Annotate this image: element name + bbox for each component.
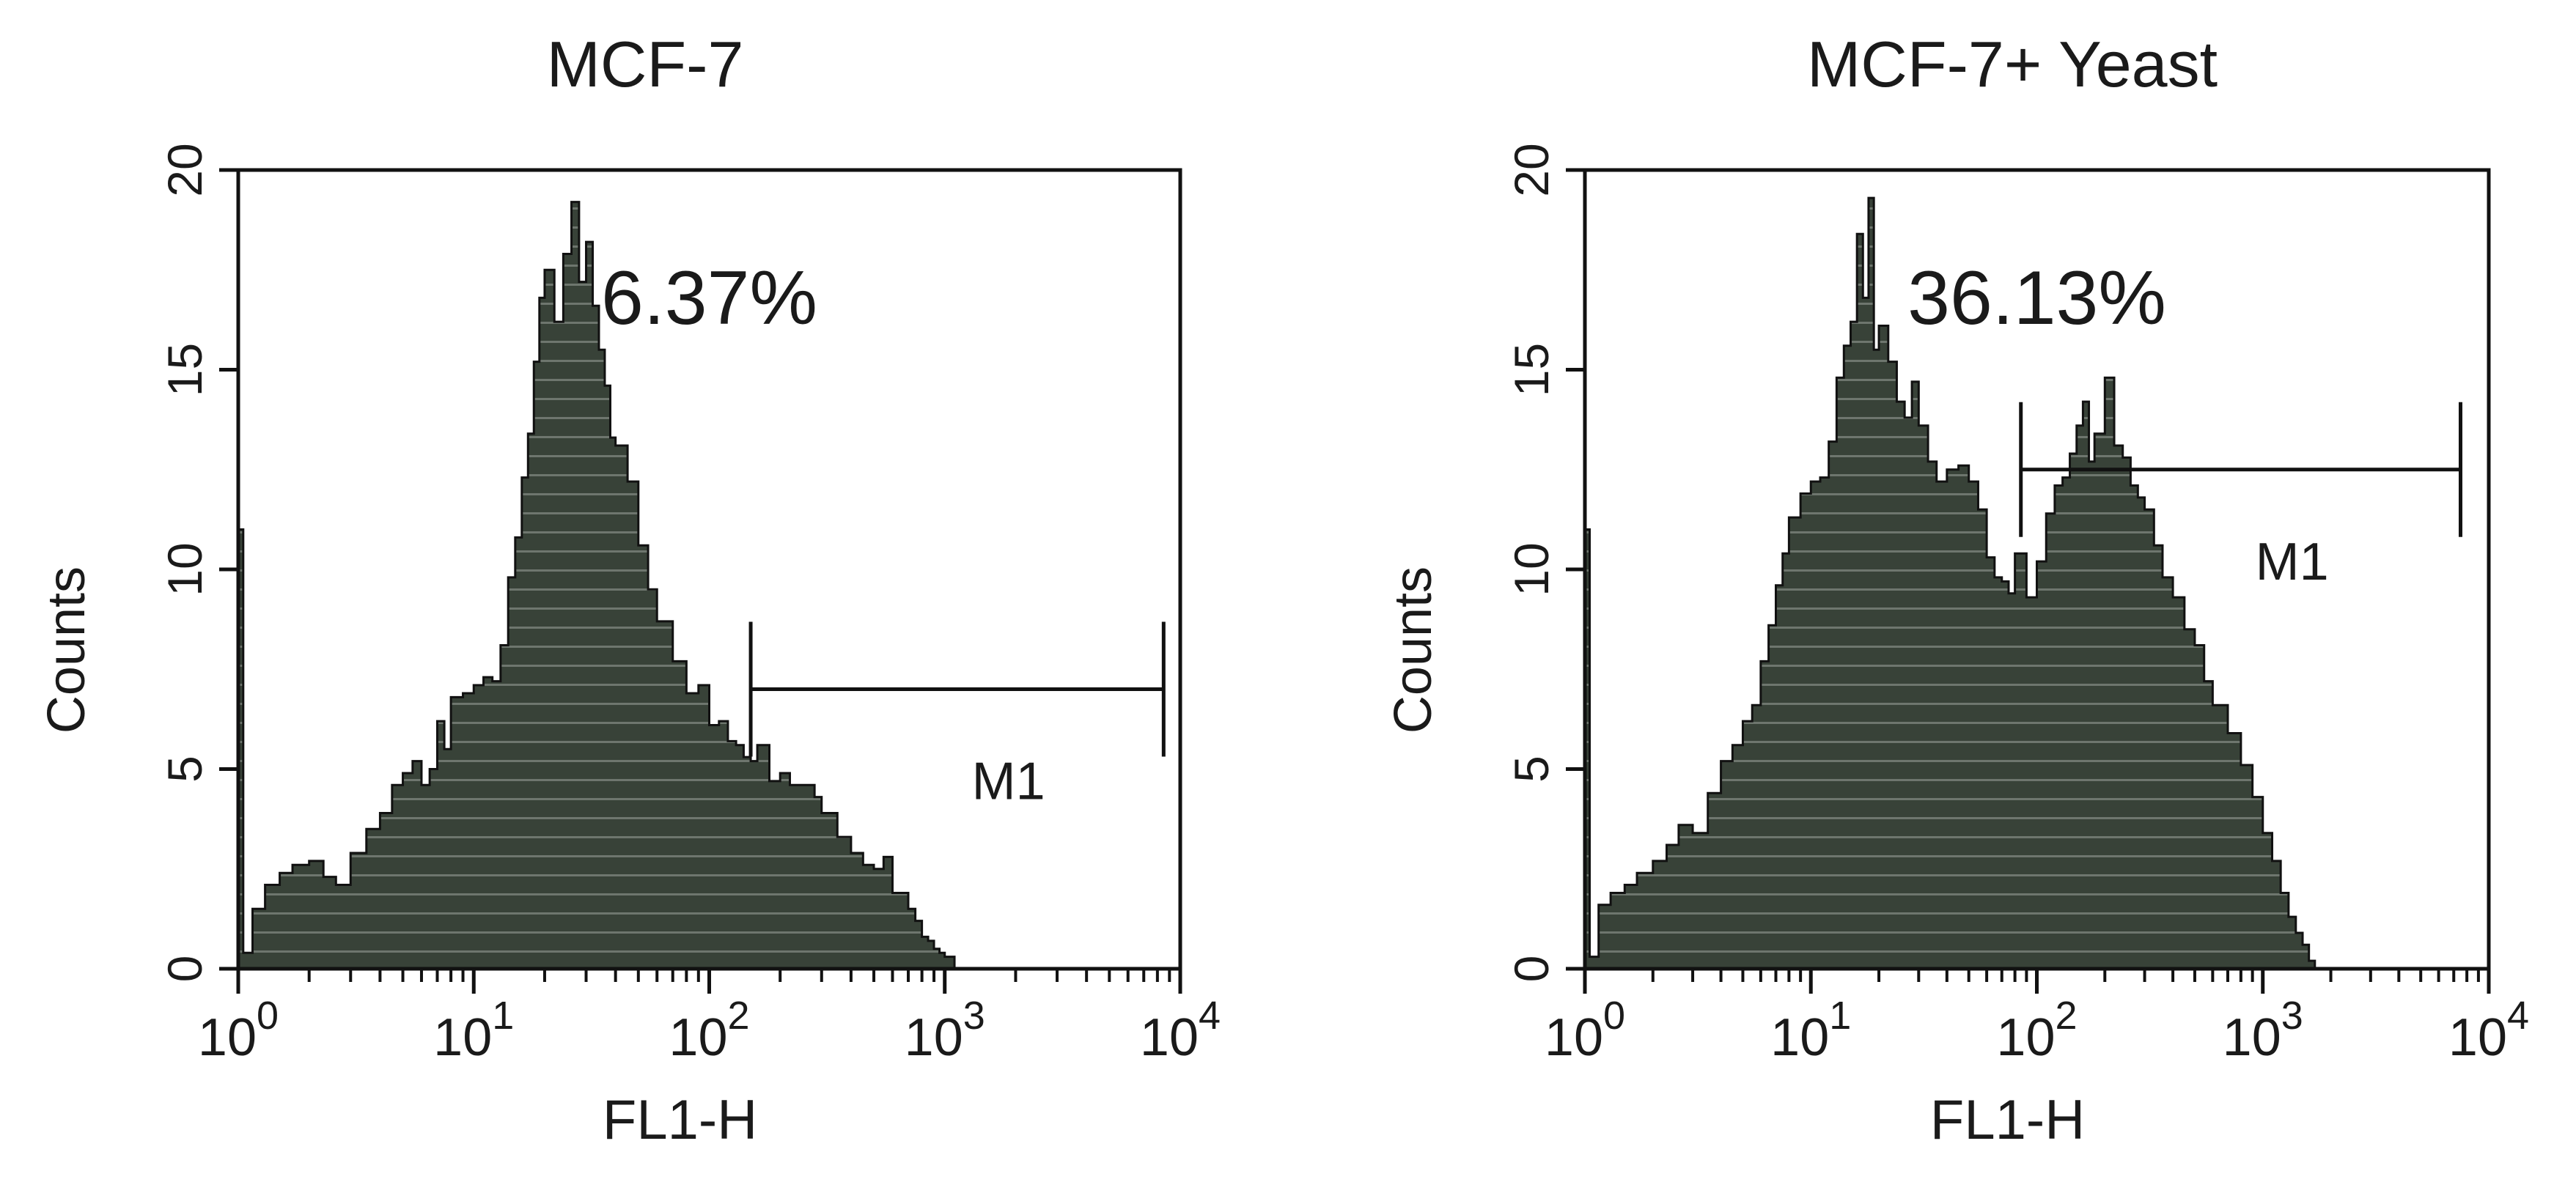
chart-1-x-tick-exponent: 1 — [492, 994, 514, 1038]
chart-2-x-tick-base: 10 — [2448, 1008, 2507, 1067]
chart-2-x-tick-base: 10 — [1996, 1008, 2055, 1067]
chart-2-x-tick-label: 101 — [1770, 994, 1851, 1067]
chart-1-x-tick-base: 10 — [198, 1008, 257, 1067]
chart-2-y-tick-label: 5 — [1504, 756, 1559, 783]
chart-1-x-tick-base: 10 — [433, 1008, 492, 1067]
chart-2-x-tick-label: 100 — [1545, 994, 1625, 1067]
chart-1-histogram — [237, 201, 960, 970]
chart-1-y-tick-label: 5 — [158, 756, 212, 783]
chart-2-x-tick-exponent: 0 — [1603, 994, 1625, 1038]
chart-1-x-tick-exponent: 4 — [1199, 994, 1221, 1038]
chart-1-x-tick-base: 10 — [1140, 1008, 1199, 1067]
chart-2-y-tick-label: 20 — [1504, 143, 1559, 196]
chart-2-x-tick-exponent: 1 — [1829, 994, 1851, 1038]
chart-1-x-tick-exponent: 0 — [257, 994, 279, 1038]
chart-1-x-axis-label: FL1-H — [603, 1089, 757, 1151]
chart-1-x-tick-exponent: 3 — [963, 994, 985, 1038]
chart-1-y-tick-label: 15 — [158, 343, 212, 396]
chart-1-x-tick-label: 104 — [1140, 994, 1221, 1067]
chart-1-title: MCF-7 — [547, 28, 744, 100]
chart-1-x-tick-label: 101 — [433, 994, 514, 1067]
chart-1-annotation: 6.37% — [601, 256, 817, 341]
chart-1-x-tick-exponent: 2 — [728, 994, 750, 1038]
chart-2-x-axis-label: FL1-H — [1930, 1089, 2085, 1151]
chart-2-x-tick-base: 10 — [2223, 1008, 2281, 1067]
chart-1-y-tick-label: 20 — [158, 143, 212, 196]
chart-2-y-axis-label: Counts — [1384, 566, 1443, 734]
chart-1-y-tick-label: 10 — [158, 542, 212, 596]
chart-1-x-tick-base: 10 — [905, 1008, 963, 1067]
chart-1-x-tick-label: 103 — [905, 994, 985, 1067]
chart-1-y-tick-label: 0 — [158, 956, 212, 983]
chart-1-x-tick-base: 10 — [669, 1008, 727, 1067]
chart-2-marker-label: M1 — [2256, 533, 2329, 591]
chart-2-y-tick-label: 0 — [1504, 956, 1559, 983]
chart-2-y-tick-label: 15 — [1504, 343, 1559, 396]
chart-2-x-tick-base: 10 — [1545, 1008, 1603, 1067]
chart-2-x-tick-label: 102 — [1996, 994, 2077, 1067]
chart-2-x-tick-exponent: 4 — [2507, 994, 2529, 1038]
chart-1-x-tick-label: 102 — [669, 994, 749, 1067]
chart-2-title: MCF-7+ Yeast — [1807, 28, 2218, 100]
chart-2-x-tick-label: 104 — [2448, 994, 2529, 1067]
chart-2-y-tick-label: 10 — [1504, 542, 1559, 596]
chart-2-x-tick-exponent: 3 — [2281, 994, 2303, 1038]
chart-1-y-axis-label: Counts — [37, 566, 96, 734]
chart-1-x-tick-label: 100 — [198, 994, 279, 1067]
chart-2-annotation: 36.13% — [1907, 256, 2166, 341]
chart-2-x-tick-label: 103 — [2223, 994, 2303, 1067]
chart-1-marker-label: M1 — [972, 753, 1045, 811]
chart-2-histogram — [1583, 196, 2319, 970]
chart-2-x-tick-base: 10 — [1770, 1008, 1829, 1067]
chart-2-x-tick-exponent: 2 — [2056, 994, 2078, 1038]
